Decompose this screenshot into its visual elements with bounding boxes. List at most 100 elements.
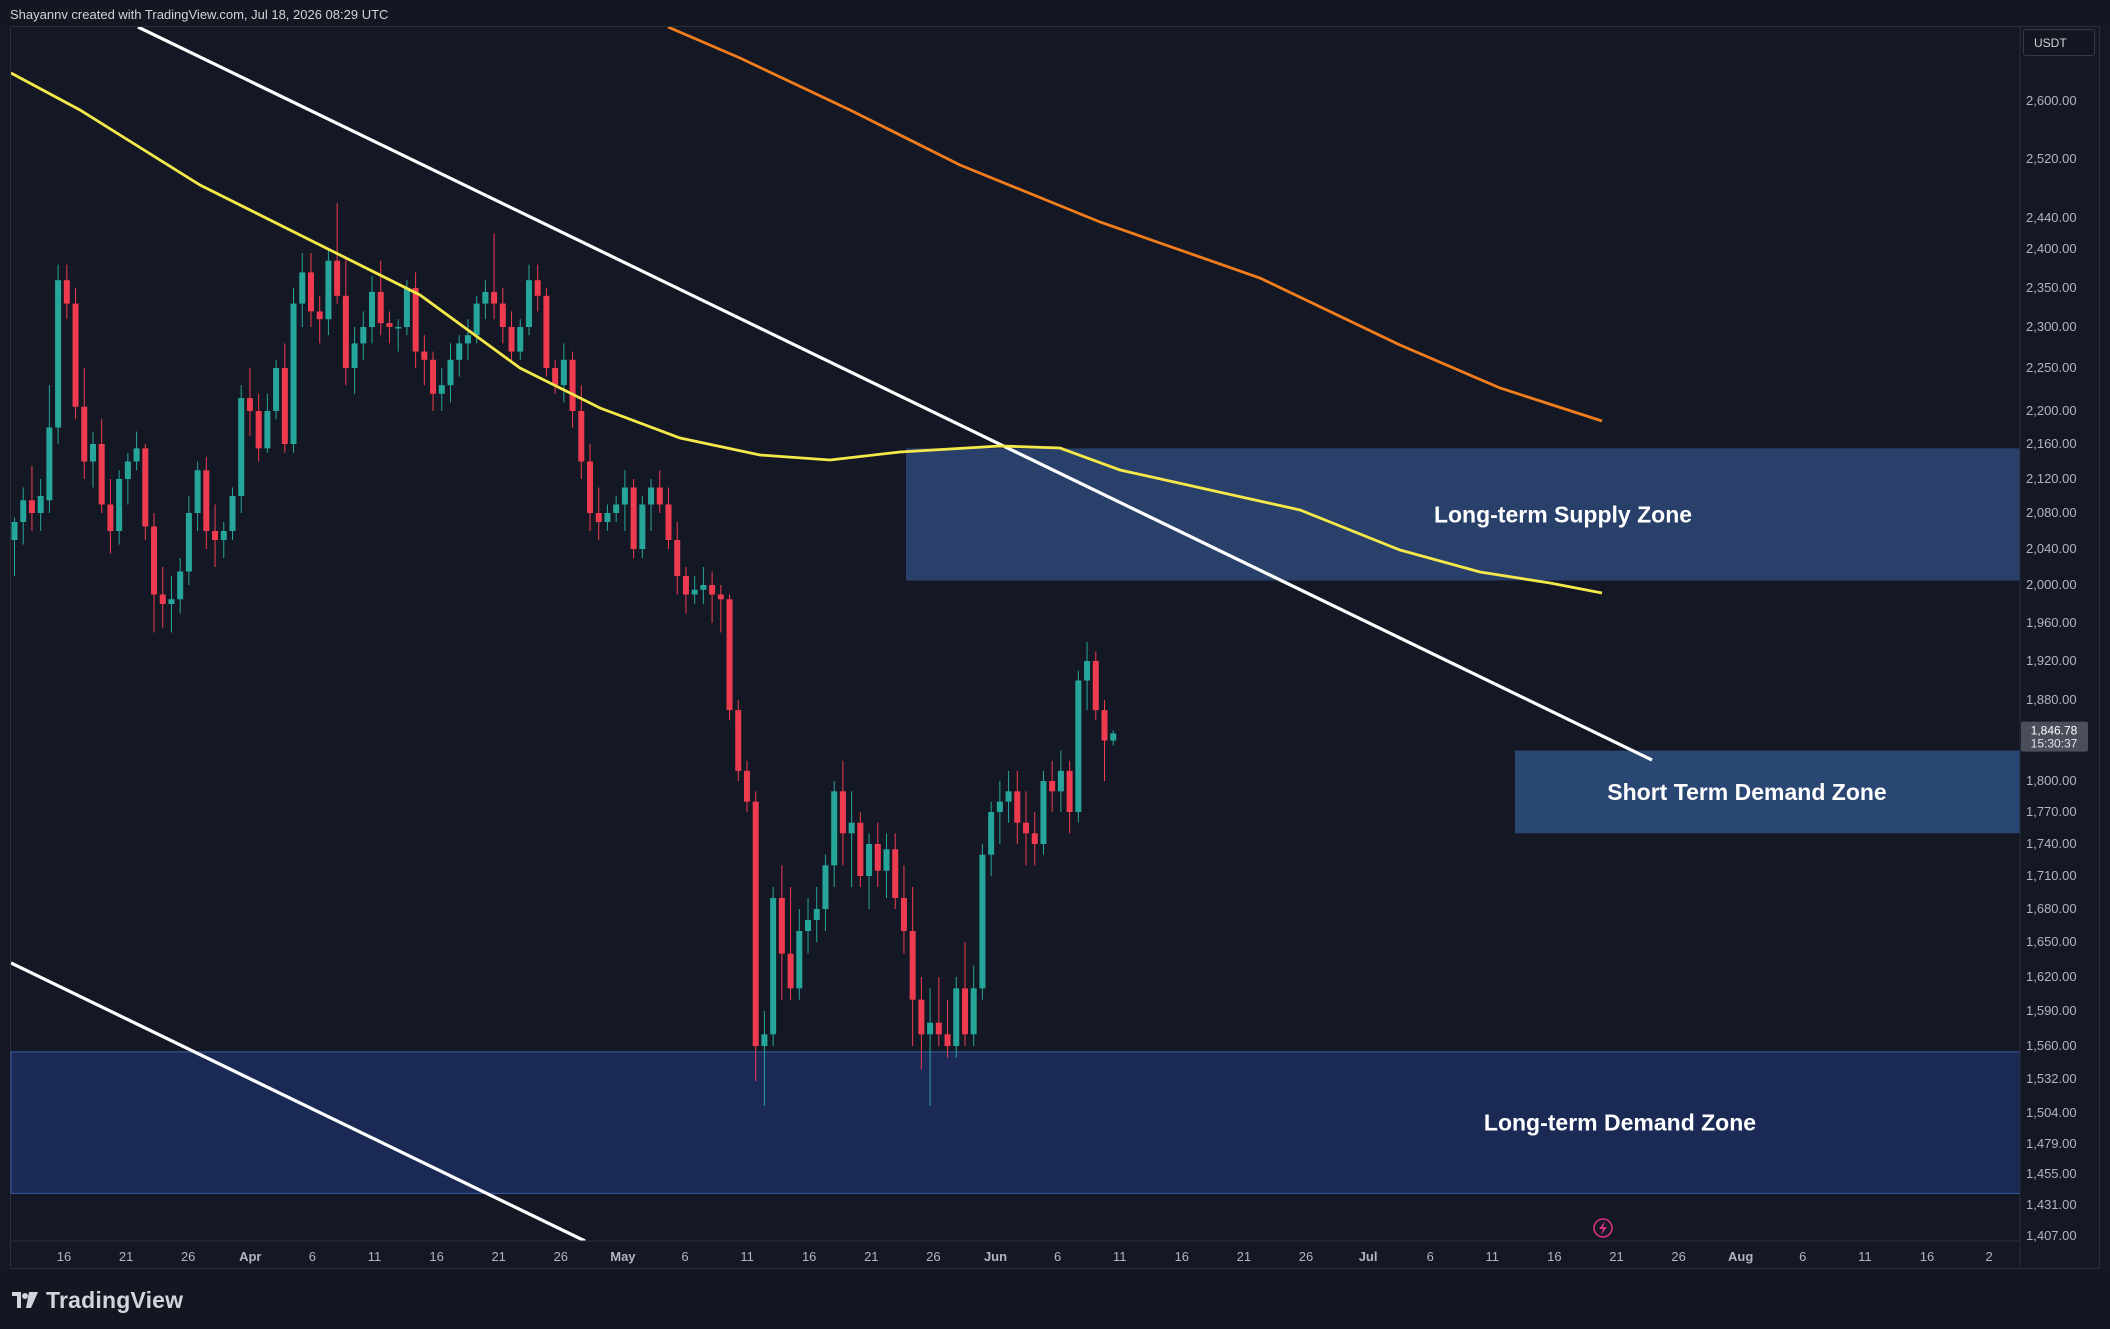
- candle-body: [831, 791, 838, 866]
- candle-body: [412, 288, 419, 352]
- time-tick-label: 2: [1985, 1249, 1992, 1264]
- time-tick-label: Apr: [239, 1249, 261, 1264]
- price-tick-label: 1,504.00: [2026, 1105, 2077, 1120]
- candle-body: [543, 295, 550, 368]
- zone-label: Long-term Demand Zone: [1484, 1110, 1756, 1136]
- candle-body: [1101, 710, 1108, 741]
- time-tick-label: 26: [1671, 1249, 1685, 1264]
- candle-body: [238, 398, 245, 496]
- price-tick-label: 1,960.00: [2026, 615, 2077, 630]
- zone-labels-layer: Long-term Supply Zone Short Term Demand Z…: [1434, 501, 1887, 1135]
- candle-body: [37, 496, 44, 513]
- candle-body: [81, 406, 88, 462]
- candle-body: [770, 898, 777, 1035]
- candle-body: [342, 295, 349, 368]
- countdown-value: 15:30:37: [2031, 737, 2078, 751]
- candle-body: [360, 327, 367, 344]
- currency-selector[interactable]: USDT: [2023, 29, 2095, 56]
- candle-body: [55, 280, 62, 428]
- time-tick-label: 16: [1920, 1249, 1934, 1264]
- candle-body: [447, 359, 454, 386]
- zone-box[interactable]: [906, 448, 2020, 581]
- time-tick-label: 11: [368, 1249, 382, 1264]
- candle-body: [709, 585, 716, 595]
- moving-average-fast[interactable]: [11, 71, 1603, 595]
- candle-body: [700, 585, 707, 590]
- candle-body: [203, 470, 210, 531]
- candle-body: [927, 1022, 934, 1035]
- candle-body: [857, 822, 864, 876]
- candle-body: [587, 461, 594, 513]
- candle-body: [674, 540, 681, 576]
- lightning-icon[interactable]: [1593, 1218, 1613, 1238]
- time-tick-label: 11: [1486, 1249, 1500, 1264]
- candle-body: [944, 1034, 951, 1046]
- descending-trendline[interactable]: [137, 27, 1653, 762]
- candle-body: [883, 849, 890, 871]
- candle-body: [89, 444, 96, 462]
- candle-body: [1075, 680, 1082, 812]
- candle-body: [159, 594, 166, 604]
- candle-body: [979, 854, 986, 989]
- candle-body: [1031, 833, 1038, 844]
- candle-body: [395, 327, 402, 329]
- price-axis[interactable]: 2,600.00 2,520.00 2,440.00 2,400.00 2,350.00…: [2026, 93, 2077, 1243]
- candle-body: [177, 571, 184, 600]
- candle-body: [1092, 661, 1099, 711]
- price-tick-label: 1,455.00: [2026, 1166, 2077, 1181]
- price-tick-label: 1,590.00: [2026, 1003, 2077, 1018]
- candle-body: [1057, 770, 1064, 792]
- time-axis[interactable]: 16 21 26 Apr 6 11 16 21 26 May 6 11 16 21 26 Jun 6 11 16 21…: [57, 1249, 1993, 1264]
- price-tick-label: 2,300.00: [2026, 319, 2077, 334]
- candle-body: [1014, 791, 1021, 823]
- candle-body: [866, 844, 873, 876]
- candle-body: [805, 920, 812, 931]
- time-tick-label: May: [610, 1249, 636, 1264]
- lower-channel-line[interactable]: [11, 961, 586, 1241]
- time-tick-label: 21: [1237, 1249, 1251, 1264]
- candle-body: [403, 288, 410, 327]
- candle-body: [517, 327, 524, 352]
- price-tick-label: 2,600.00: [2026, 93, 2077, 108]
- time-tick-label: 6: [309, 1249, 316, 1264]
- time-tick-label: 6: [1054, 1249, 1061, 1264]
- time-tick-label: 26: [181, 1249, 195, 1264]
- time-tick-label: 26: [554, 1249, 568, 1264]
- tradingview-logo[interactable]: TradingView: [12, 1285, 183, 1315]
- zone-box[interactable]: [1515, 750, 2020, 834]
- candle-body: [229, 496, 236, 531]
- candle-body: [499, 303, 506, 327]
- candle-body: [735, 710, 742, 771]
- price-tick-label: 1,532.00: [2026, 1071, 2077, 1086]
- time-tick-label: 26: [926, 1249, 940, 1264]
- moving-average-slow[interactable]: [667, 27, 1603, 423]
- candle-body: [1040, 781, 1047, 844]
- candle-body: [46, 427, 53, 501]
- candle-body: [386, 323, 393, 327]
- candle-body: [848, 822, 855, 834]
- candle-body: [1066, 770, 1073, 812]
- price-tick-label: 2,520.00: [2026, 151, 2077, 166]
- candle-body: [813, 909, 820, 920]
- price-tick-label: 1,680.00: [2026, 901, 2077, 916]
- time-tick-label: 21: [491, 1249, 505, 1264]
- candle-body: [1084, 661, 1091, 681]
- candle-body: [578, 411, 585, 462]
- candle-body: [264, 411, 271, 449]
- candle-body: [369, 291, 376, 327]
- currency-label: USDT: [2034, 35, 2067, 50]
- zone-box[interactable]: [10, 1051, 2021, 1194]
- candle-body: [246, 398, 253, 411]
- candle-body: [569, 359, 576, 411]
- price-tick-label: 2,440.00: [2026, 210, 2077, 225]
- candle-body: [726, 599, 733, 711]
- price-tick-label: 2,200.00: [2026, 403, 2077, 418]
- time-tick-label: 6: [681, 1249, 688, 1264]
- candle-body: [72, 303, 79, 407]
- price-tick-label: 1,800.00: [2026, 773, 2077, 788]
- candle-body: [334, 260, 341, 296]
- candle-body: [430, 359, 437, 394]
- candle-body: [299, 272, 306, 304]
